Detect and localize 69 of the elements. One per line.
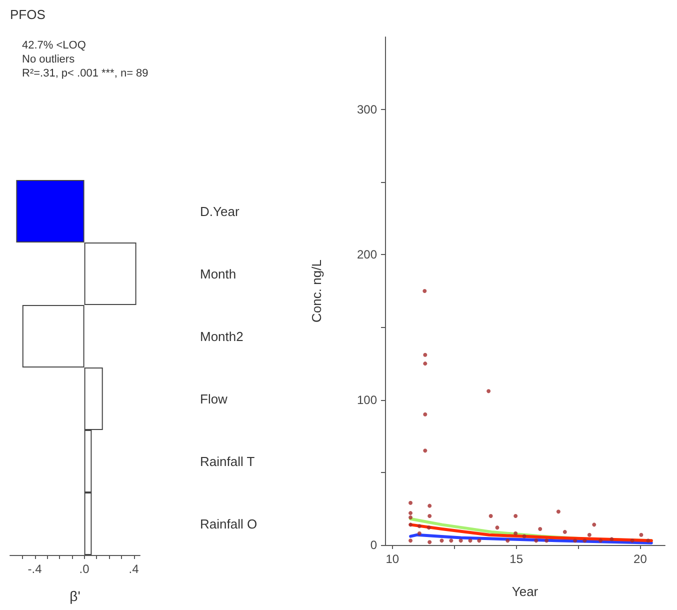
x-tick-label: .4 <box>128 562 140 576</box>
point <box>573 538 578 543</box>
point <box>495 526 500 530</box>
point <box>422 289 427 293</box>
point <box>598 538 603 543</box>
point <box>426 526 431 530</box>
y-tick-label: 300 <box>356 102 378 117</box>
bar <box>16 180 84 242</box>
y-tick-label: Flow <box>200 391 228 406</box>
point <box>408 500 413 505</box>
point <box>428 540 432 544</box>
point <box>514 514 518 518</box>
point <box>522 534 526 538</box>
point <box>423 448 428 453</box>
point <box>408 515 413 520</box>
y-axis-title: Conc. ng/L <box>309 260 324 322</box>
text: R²=.31, p< .001 ***, n= 89 <box>22 68 148 80</box>
point <box>630 538 634 543</box>
y-tick-label: Month <box>200 266 236 282</box>
point <box>587 532 592 537</box>
point <box>514 531 518 536</box>
point <box>534 538 538 543</box>
point <box>417 531 422 536</box>
x-axis-title: β' <box>70 588 80 604</box>
point <box>610 537 614 542</box>
point <box>646 538 650 543</box>
point <box>639 532 644 537</box>
x-tick-label: 20 <box>634 552 648 566</box>
x-tick-label: .0 <box>79 562 90 576</box>
line-series <box>409 523 653 542</box>
point <box>417 524 422 528</box>
point <box>562 530 567 534</box>
y-tick-label: Rainfall T <box>200 454 255 469</box>
point <box>428 504 432 508</box>
y-tick-label: Rainfall O <box>200 516 258 532</box>
point <box>544 538 549 543</box>
point <box>408 522 413 527</box>
point <box>449 538 454 543</box>
point <box>408 538 413 543</box>
y-tick-label: D.Year <box>200 204 240 219</box>
x-tick-label: 15 <box>510 552 524 566</box>
point <box>538 527 542 532</box>
point <box>423 412 428 416</box>
text: No outliers <box>22 54 76 66</box>
point <box>440 538 444 543</box>
point <box>488 514 493 518</box>
bar <box>84 242 136 305</box>
point <box>468 538 472 543</box>
point <box>592 522 596 527</box>
point <box>556 510 560 514</box>
x-axis-title: Year <box>512 584 539 599</box>
point <box>458 538 463 543</box>
text: 42.7% <LOQ <box>22 40 86 52</box>
chart-title: PFOS <box>10 7 46 22</box>
x-tick-label: -.4 <box>28 562 42 576</box>
point <box>423 352 428 357</box>
y-tick-label: 100 <box>356 392 378 407</box>
point <box>477 538 482 543</box>
bar <box>22 305 84 368</box>
point <box>408 511 413 516</box>
point <box>486 389 491 394</box>
y-tick-label: Month2 <box>200 328 244 344</box>
y-tick-label: 0 <box>370 538 378 552</box>
point <box>582 538 587 543</box>
point <box>423 362 428 366</box>
x-tick-label: 10 <box>386 552 400 566</box>
point <box>506 538 510 543</box>
y-tick-label: 200 <box>356 248 378 262</box>
point <box>428 514 432 518</box>
